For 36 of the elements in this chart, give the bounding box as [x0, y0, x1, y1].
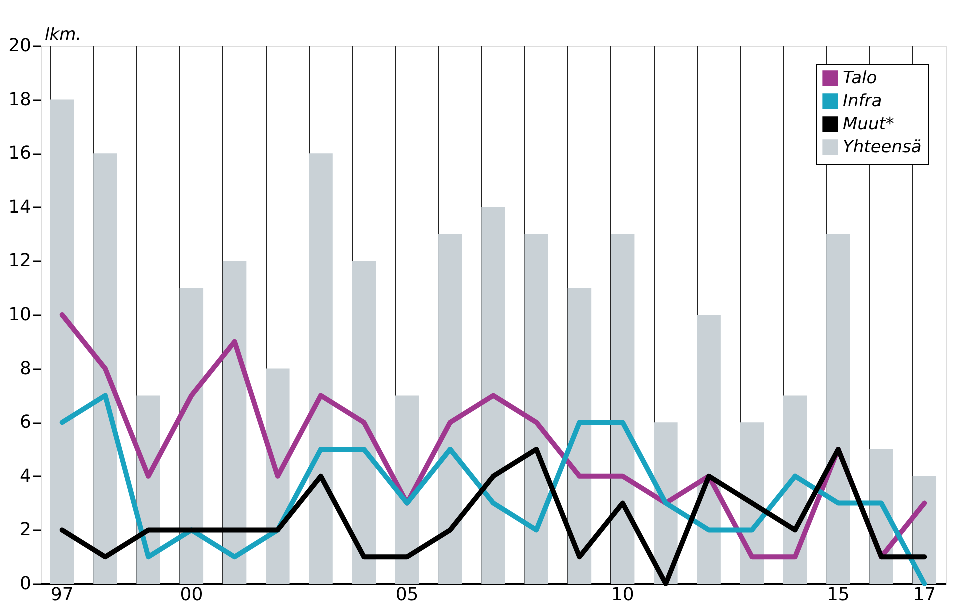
bar: [50, 100, 74, 584]
y-tick-label: 2: [20, 520, 32, 541]
y-tick-label: 4: [20, 466, 32, 487]
x-tick-label: 00: [180, 584, 204, 606]
x-tick-label: 97: [50, 584, 74, 606]
bar: [568, 288, 592, 584]
bar: [438, 234, 462, 584]
y-tick-label: 6: [20, 412, 32, 434]
legend-label: Infra: [843, 92, 882, 112]
bar: [352, 261, 376, 584]
bar: [697, 315, 721, 584]
bar: [610, 234, 635, 584]
bar: [222, 261, 247, 584]
bar: [524, 234, 548, 584]
legend-label: Muut*: [843, 114, 894, 134]
bar: [395, 396, 420, 584]
x-tick-label: 10: [611, 584, 634, 606]
x-tick-label: 17: [913, 584, 936, 606]
y-tick-label: 12: [8, 250, 32, 272]
x-tick-label: 15: [826, 584, 850, 606]
y-tick-label: 0: [20, 574, 32, 594]
bar: [482, 207, 506, 584]
bar: [180, 288, 204, 584]
y-tick-label: 18: [8, 89, 32, 110]
bar: [826, 234, 850, 584]
y-tick-label: 8: [20, 358, 32, 380]
legend-label: Yhteensä: [843, 138, 922, 158]
y-axis-title: lkm.: [45, 25, 82, 45]
y-tick-label: 14: [8, 196, 32, 218]
y-tick-label: 10: [8, 304, 32, 326]
legend-label: Talo: [843, 68, 878, 88]
x-tick-label: 05: [396, 584, 419, 606]
bar: [309, 154, 333, 584]
y-tick-label: 20: [8, 36, 32, 56]
y-tick-label: 16: [8, 143, 32, 164]
bar: [94, 154, 118, 584]
